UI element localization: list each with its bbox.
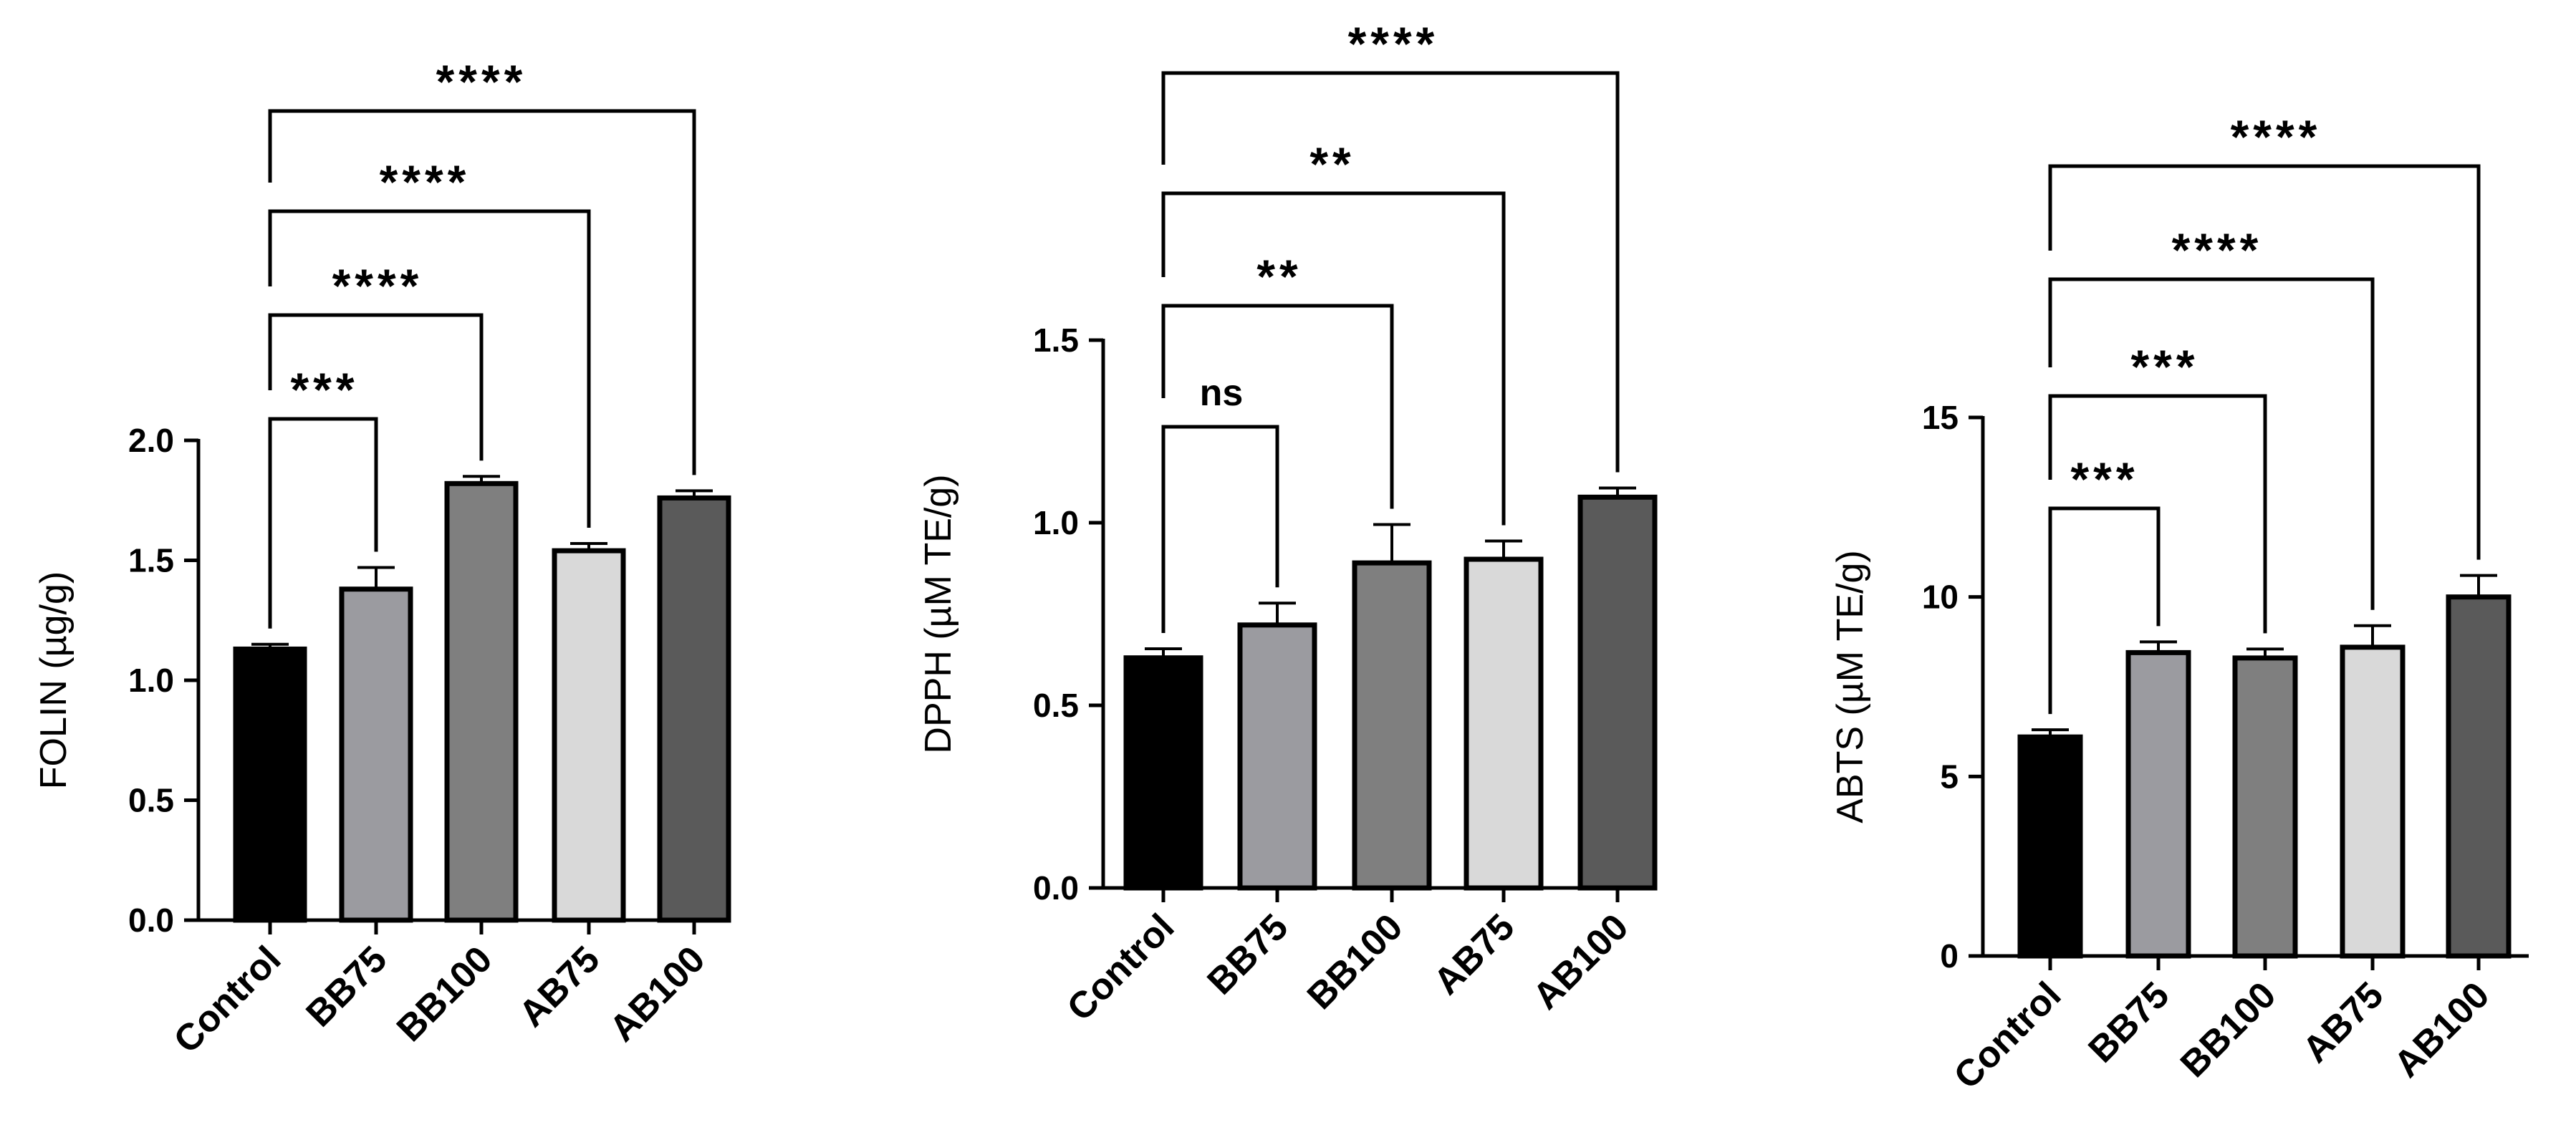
y-tick-label: 5 bbox=[1940, 758, 1959, 795]
significance-bracket bbox=[2048, 164, 2481, 560]
significance-bracket bbox=[2048, 277, 2375, 610]
significance-bracket bbox=[268, 313, 484, 461]
bar-ab75 bbox=[2340, 644, 2406, 959]
bar-bb75 bbox=[1237, 622, 1317, 891]
significance-label: *** bbox=[2070, 453, 2138, 506]
significance-bracket bbox=[2048, 506, 2161, 715]
significance-label: ** bbox=[1256, 250, 1302, 303]
y-axis-title: DPPH (µM TE/g) bbox=[918, 474, 959, 753]
y-tick-label: 1.5 bbox=[1033, 322, 1079, 359]
x-tick-label: AB100 bbox=[602, 938, 713, 1049]
x-tick-label: AB75 bbox=[1426, 906, 1522, 1003]
bar-ab100 bbox=[1577, 494, 1658, 891]
bar-bb75 bbox=[339, 586, 413, 923]
bar-bb100 bbox=[444, 480, 519, 923]
y-tick-label: 0.5 bbox=[128, 782, 174, 819]
bar-ab100 bbox=[657, 495, 731, 923]
bar-ab100 bbox=[2446, 594, 2512, 959]
significance-bracket bbox=[268, 417, 378, 629]
y-axis-title: ABTS (µM TE/g) bbox=[1830, 550, 1871, 823]
bar-bb100 bbox=[2232, 655, 2298, 959]
bar-bb100 bbox=[1352, 560, 1432, 891]
significance-label: **** bbox=[2231, 110, 2322, 163]
x-tick-label: Control bbox=[166, 938, 289, 1061]
y-tick-label: 15 bbox=[1922, 399, 1959, 436]
bar-control bbox=[2017, 734, 2083, 959]
x-tick-label: BB100 bbox=[389, 938, 500, 1049]
x-tick-label: AB100 bbox=[1525, 906, 1636, 1017]
significance-label: ns bbox=[1200, 372, 1244, 414]
significance-bracket bbox=[1161, 71, 1620, 473]
y-tick-label: 10 bbox=[1922, 579, 1959, 616]
x-tick-label: Control bbox=[1946, 974, 2070, 1097]
x-tick-label: Control bbox=[1059, 906, 1183, 1029]
significance-label: **** bbox=[436, 55, 527, 108]
dpph-chart: 0.0 0.5 1.0 1.5 Control BB75 BB100 AB75 AB100 DPP… bbox=[918, 17, 1658, 1029]
significance-label: *** bbox=[290, 363, 358, 416]
bar-bb75 bbox=[2125, 649, 2191, 959]
bar-control bbox=[1123, 655, 1203, 891]
y-tick-label: 2.0 bbox=[128, 422, 174, 459]
y-tick-label: 1.5 bbox=[128, 542, 174, 579]
y-axis-title: FOLIN (µg/g) bbox=[33, 571, 75, 789]
significance-bracket bbox=[268, 209, 591, 528]
y-tick-label: 0.0 bbox=[1033, 869, 1079, 907]
significance-bracket bbox=[1161, 304, 1394, 509]
x-tick-label: AB75 bbox=[2294, 974, 2391, 1071]
significance-label: ** bbox=[1309, 137, 1355, 190]
bar-control bbox=[233, 646, 307, 923]
x-tick-label: BB100 bbox=[2173, 974, 2284, 1085]
bar-ab75 bbox=[1464, 556, 1544, 891]
significance-bracket bbox=[2048, 394, 2267, 634]
significance-label: *** bbox=[2130, 340, 2198, 393]
y-tick-label: 1.0 bbox=[1033, 504, 1079, 541]
significance-bracket bbox=[1161, 191, 1506, 526]
significance-label: **** bbox=[2172, 223, 2263, 276]
y-tick-label: 1.0 bbox=[128, 662, 174, 699]
x-tick-label: BB100 bbox=[1299, 906, 1410, 1017]
significance-label: **** bbox=[1348, 17, 1439, 70]
bar-ab75 bbox=[552, 548, 626, 923]
y-tick-label: 0.0 bbox=[128, 902, 174, 939]
significance-bracket bbox=[268, 109, 696, 475]
significance-bracket bbox=[1161, 425, 1279, 633]
significance-label: **** bbox=[332, 259, 423, 312]
y-tick-label: 0 bbox=[1940, 937, 1959, 975]
x-tick-label: AB100 bbox=[2386, 974, 2497, 1085]
x-tick-label: BB75 bbox=[298, 938, 395, 1035]
x-tick-label: BB75 bbox=[2080, 974, 2177, 1071]
significance-label: **** bbox=[380, 155, 471, 208]
x-tick-label: BB75 bbox=[1199, 906, 1296, 1003]
y-tick-label: 0.5 bbox=[1033, 687, 1079, 724]
x-tick-label: AB75 bbox=[511, 938, 607, 1035]
